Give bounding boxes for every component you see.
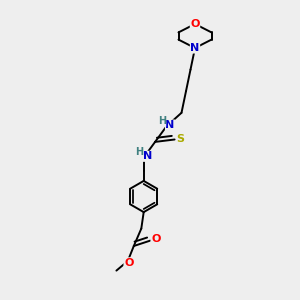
Text: H: H xyxy=(135,147,143,158)
Text: N: N xyxy=(190,43,200,53)
Text: S: S xyxy=(177,134,184,145)
Text: O: O xyxy=(124,258,134,268)
Text: H: H xyxy=(158,116,166,126)
Text: O: O xyxy=(190,19,200,29)
Text: N: N xyxy=(166,120,175,130)
Text: O: O xyxy=(151,234,160,244)
Text: N: N xyxy=(143,151,152,161)
